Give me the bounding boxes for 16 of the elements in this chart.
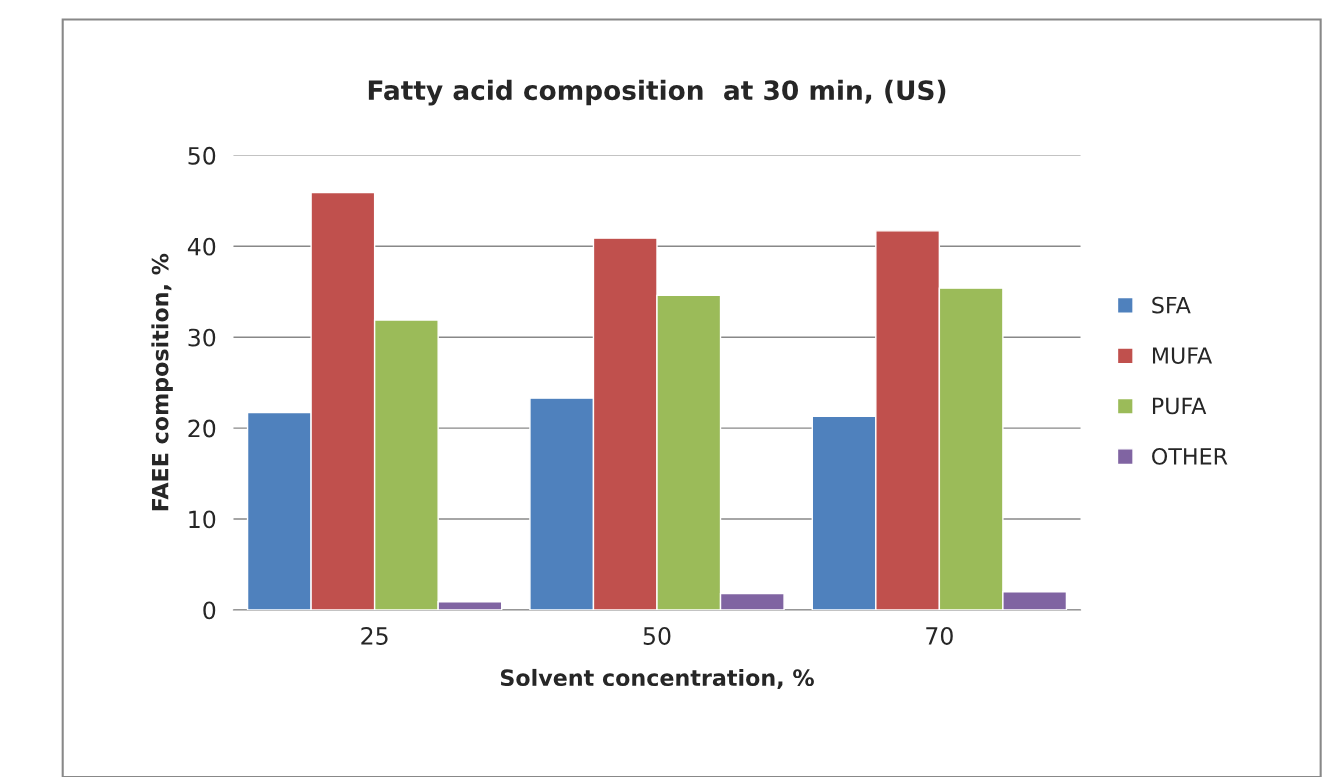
chart-title: Fatty acid composition at 30 min, (US) [368, 79, 946, 106]
y-tick-label: 0 [203, 601, 216, 620]
y-tick-label: 10 [189, 510, 216, 529]
y-tick-label: 50 [188, 146, 216, 165]
y-tick-label: 40 [187, 237, 216, 256]
x-tick-label: 50 [643, 627, 671, 645]
legend-label: OTHER [1152, 447, 1228, 465]
y-tick-label: 20 [188, 419, 216, 438]
x-tick-label: 25 [361, 627, 388, 645]
x-axis-title: Solvent concentration, % [500, 668, 814, 689]
legend-label: SFA [1152, 296, 1191, 314]
y-axis-title: FAEE composition, % [151, 253, 173, 511]
y-tick-label: 30 [188, 328, 216, 347]
x-tick-label: 70 [926, 627, 953, 645]
legend-label: MUFA [1153, 347, 1213, 364]
legend-label: PUFA [1153, 397, 1207, 415]
